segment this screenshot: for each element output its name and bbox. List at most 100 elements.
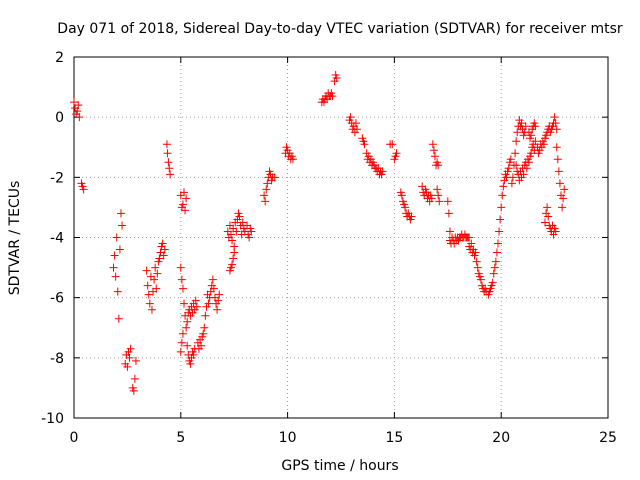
data-point bbox=[544, 212, 553, 221]
data-point bbox=[346, 113, 355, 122]
data-point bbox=[123, 362, 132, 371]
data-point bbox=[551, 119, 560, 128]
x-tick-label: 5 bbox=[176, 430, 185, 446]
data-point bbox=[522, 164, 531, 173]
data-point bbox=[215, 290, 224, 299]
data-point bbox=[113, 287, 122, 296]
data-point bbox=[490, 263, 499, 272]
data-point bbox=[512, 137, 521, 146]
data-point bbox=[229, 254, 238, 263]
y-tick-label: 0 bbox=[55, 110, 64, 126]
data-point bbox=[125, 353, 134, 362]
data-point bbox=[176, 347, 185, 356]
data-point bbox=[543, 203, 552, 212]
data-point bbox=[178, 329, 187, 338]
data-point bbox=[430, 152, 439, 161]
data-point bbox=[70, 98, 78, 107]
y-tick-label: -6 bbox=[50, 291, 64, 307]
data-point bbox=[360, 140, 369, 149]
data-point bbox=[288, 155, 297, 164]
data-point bbox=[260, 191, 269, 200]
data-point bbox=[427, 194, 436, 203]
data-point bbox=[539, 140, 548, 149]
y-tick-label: -10 bbox=[41, 411, 64, 427]
data-point bbox=[73, 107, 82, 116]
data-point bbox=[498, 191, 507, 200]
data-point bbox=[550, 113, 559, 122]
data-point bbox=[145, 299, 154, 308]
data-point bbox=[473, 263, 482, 272]
data-point bbox=[209, 284, 218, 293]
x-tick-labels: 0 5 10 15 20 25 bbox=[70, 430, 617, 446]
data-point bbox=[558, 203, 567, 212]
x-axis-label: GPS time / hours bbox=[281, 458, 398, 474]
x-tick-label: 0 bbox=[70, 430, 79, 446]
data-point bbox=[178, 284, 187, 293]
data-point bbox=[75, 113, 84, 122]
data-point bbox=[511, 149, 520, 158]
data-point bbox=[443, 197, 452, 206]
data-point bbox=[435, 197, 444, 206]
data-point bbox=[560, 185, 569, 194]
data-point bbox=[165, 164, 174, 173]
data-point bbox=[153, 269, 162, 278]
x-tick-label: 25 bbox=[599, 430, 617, 446]
data-point bbox=[353, 125, 362, 134]
x-tick-label: 20 bbox=[492, 430, 510, 446]
data-point bbox=[472, 257, 481, 266]
data-point bbox=[232, 227, 241, 236]
data-point bbox=[555, 179, 564, 188]
data-point bbox=[552, 125, 561, 134]
data-point bbox=[186, 359, 195, 368]
y-tick-labels: -10 -8 -6 -4 -2 0 2 bbox=[41, 50, 64, 427]
data-point bbox=[226, 230, 235, 239]
data-point bbox=[554, 167, 563, 176]
data-point bbox=[247, 227, 256, 236]
data-point bbox=[517, 119, 526, 128]
data-point bbox=[142, 266, 151, 275]
data-point bbox=[261, 197, 270, 206]
data-point bbox=[144, 290, 153, 299]
data-point bbox=[527, 131, 536, 140]
data-point bbox=[110, 251, 119, 260]
y-tick-label: 2 bbox=[55, 50, 64, 66]
data-point bbox=[228, 260, 237, 269]
data-point bbox=[164, 158, 173, 167]
data-point bbox=[493, 239, 502, 248]
data-point bbox=[159, 251, 168, 260]
data-point bbox=[230, 242, 239, 251]
data-point bbox=[201, 311, 210, 320]
data-point bbox=[407, 212, 416, 221]
data-point bbox=[553, 155, 562, 164]
data-point bbox=[181, 206, 190, 215]
data-point bbox=[552, 143, 561, 152]
data-point bbox=[388, 140, 397, 149]
data-point bbox=[214, 296, 223, 305]
data-point bbox=[177, 338, 186, 347]
data-point bbox=[182, 323, 191, 332]
data-point bbox=[262, 185, 271, 194]
data-point bbox=[228, 236, 237, 245]
data-point bbox=[163, 149, 172, 158]
data-point bbox=[521, 122, 530, 131]
data-point bbox=[492, 248, 501, 257]
data-point bbox=[433, 185, 442, 194]
data-point bbox=[182, 194, 191, 203]
x-tick-label: 10 bbox=[279, 430, 297, 446]
data-point bbox=[129, 386, 138, 395]
data-point bbox=[531, 137, 540, 146]
x-tick-label: 15 bbox=[385, 430, 403, 446]
y-tick-label: -4 bbox=[50, 231, 64, 247]
data-point bbox=[263, 179, 272, 188]
data-point bbox=[160, 245, 169, 254]
data-point bbox=[118, 221, 127, 230]
data-point bbox=[147, 305, 156, 314]
data-point bbox=[199, 329, 208, 338]
data-point bbox=[465, 233, 474, 242]
data-point bbox=[180, 299, 189, 308]
data-point bbox=[213, 305, 222, 314]
data-series-sdtvar bbox=[70, 71, 569, 395]
data-point bbox=[183, 317, 192, 326]
axis-ticks bbox=[73, 56, 609, 419]
